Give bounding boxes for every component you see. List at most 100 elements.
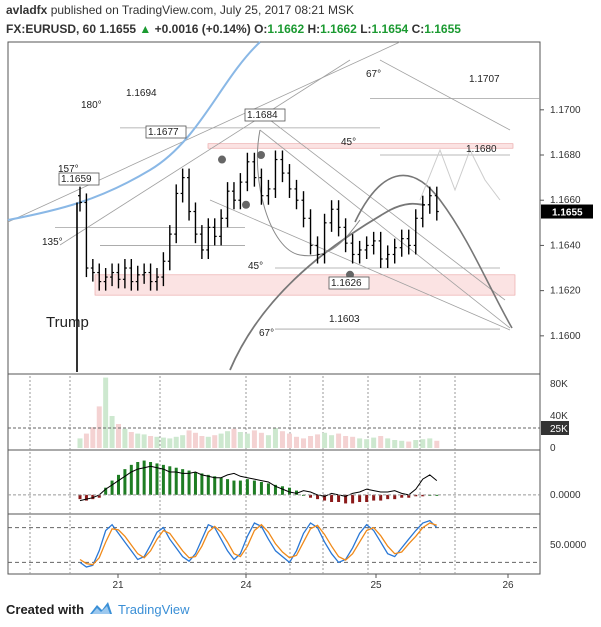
macd-histogram-bar bbox=[123, 469, 127, 495]
volume-bar bbox=[392, 440, 398, 448]
swing-point bbox=[257, 151, 265, 160]
price-tick-label: 1.1640 bbox=[550, 240, 581, 251]
chart-annotation: 1.1603 bbox=[329, 314, 360, 325]
volume-bar bbox=[90, 427, 96, 448]
macd-histogram-bar bbox=[84, 494, 88, 501]
projection-arc bbox=[256, 129, 361, 257]
stoch-d-line bbox=[79, 522, 438, 566]
macd-histogram-bar bbox=[226, 479, 230, 495]
current-price-label: 1.1655 bbox=[552, 208, 583, 219]
volume-bar bbox=[308, 436, 314, 448]
price-tick-label: 1.1600 bbox=[550, 331, 581, 342]
macd-histogram-bar bbox=[181, 469, 185, 495]
trend-line bbox=[7, 41, 401, 223]
volume-bar bbox=[265, 435, 271, 448]
macd-histogram-bar bbox=[252, 480, 256, 495]
low-label: L: bbox=[360, 22, 372, 36]
macd-histogram-bar bbox=[435, 494, 439, 496]
trend-line bbox=[259, 129, 511, 329]
macd-histogram-bar bbox=[309, 494, 313, 498]
volume-bar bbox=[399, 440, 405, 448]
time-tick-label: 24 bbox=[240, 580, 252, 591]
volume-bar bbox=[225, 431, 231, 448]
macd-histogram-bar bbox=[155, 463, 159, 495]
volume-bar bbox=[122, 428, 128, 448]
volume-bar bbox=[167, 438, 173, 448]
volume-bar bbox=[199, 436, 205, 448]
volume-bar bbox=[272, 428, 278, 448]
macd-histogram-bar bbox=[91, 494, 95, 500]
chart-annotation: 1.1680 bbox=[466, 144, 497, 155]
macd-histogram-bar bbox=[238, 480, 242, 495]
volume-bar bbox=[244, 433, 250, 448]
stoch-k-line bbox=[79, 519, 438, 568]
volume-bar bbox=[154, 436, 160, 448]
high-value: 1.1662 bbox=[320, 22, 357, 36]
projection-path bbox=[419, 148, 501, 201]
volume-bar bbox=[83, 433, 89, 448]
current-price-tag bbox=[541, 204, 593, 219]
macd-histogram-bar bbox=[372, 494, 376, 501]
price-tick-label: 1.1680 bbox=[550, 150, 581, 161]
price-label-box bbox=[244, 108, 286, 122]
macd-histogram-bar bbox=[136, 462, 140, 495]
volume-bar bbox=[385, 438, 391, 448]
macd-tick-label: 0.0000 bbox=[550, 490, 581, 501]
macd-histogram-bar bbox=[273, 484, 277, 495]
volume-bar bbox=[148, 436, 154, 448]
chart-annotation: 135° bbox=[42, 237, 63, 248]
published-text: published on TradingView.com, July 25, 2… bbox=[50, 3, 355, 17]
time-tick-label: 21 bbox=[112, 580, 124, 591]
volume-bar bbox=[357, 438, 363, 448]
chart-annotation: 67° bbox=[259, 328, 274, 339]
macd-histogram-bar bbox=[287, 487, 291, 495]
macd-histogram-bar bbox=[365, 494, 369, 502]
tradingview-logo-icon[interactable] bbox=[88, 598, 114, 618]
close-value: 1.1655 bbox=[424, 22, 461, 36]
macd-histogram-bar bbox=[97, 494, 101, 498]
projection-arc bbox=[229, 202, 426, 371]
price-label-box bbox=[145, 125, 187, 139]
macd-histogram-bar bbox=[161, 464, 165, 495]
volume-current-tag bbox=[541, 421, 569, 435]
time-tick-label: 26 bbox=[502, 580, 514, 591]
macd-histogram-bar bbox=[259, 482, 263, 495]
volume-bar bbox=[371, 437, 377, 448]
macd-histogram-bar bbox=[149, 462, 153, 495]
price-tick-label: 1.1660 bbox=[550, 195, 581, 206]
volume-bar bbox=[212, 435, 218, 448]
created-with-label: Created with bbox=[6, 602, 85, 617]
volume-bar bbox=[413, 440, 419, 448]
macd-histogram-bar bbox=[421, 494, 425, 497]
symbol-label: FX:EURUSD, 60 bbox=[6, 22, 97, 36]
low-value: 1.1654 bbox=[371, 22, 409, 36]
volume-bar bbox=[336, 433, 342, 448]
volume-bar bbox=[343, 436, 349, 448]
ohlc-line: FX:EURUSD, 60 1.1655 ▲ +0.0016 (+0.14%) … bbox=[6, 22, 461, 36]
moving-average-line bbox=[7, 41, 261, 221]
macd-histogram-bar bbox=[294, 490, 298, 495]
volume-bar bbox=[186, 430, 192, 448]
macd-histogram-bar bbox=[193, 472, 197, 495]
support-zone bbox=[94, 274, 516, 296]
chart-annotation: 1.1659 bbox=[61, 174, 92, 185]
volume-bar bbox=[237, 432, 243, 448]
macd-histogram-bar bbox=[245, 479, 249, 495]
macd-histogram-bar bbox=[393, 494, 397, 500]
volume-bar bbox=[364, 439, 370, 448]
chart-annotation: 1.1694 bbox=[126, 88, 157, 99]
volume-bar bbox=[180, 435, 186, 448]
price-tick-label: 1.1620 bbox=[550, 286, 581, 297]
up-arrow-icon: ▲ bbox=[139, 22, 152, 36]
volume-bar bbox=[322, 432, 328, 448]
author-name[interactable]: avladfx bbox=[6, 3, 48, 17]
macd-histogram-bar bbox=[280, 486, 284, 495]
macd-histogram-bar bbox=[187, 470, 191, 495]
trend-line bbox=[269, 119, 506, 301]
macd-histogram-bar bbox=[266, 483, 270, 495]
volume-bar bbox=[96, 406, 102, 448]
macd-histogram-bar bbox=[400, 494, 404, 498]
volume-bar bbox=[329, 435, 335, 448]
volume-tick-label: 40K bbox=[550, 411, 568, 422]
tradingview-brand[interactable]: TradingView bbox=[118, 602, 190, 617]
